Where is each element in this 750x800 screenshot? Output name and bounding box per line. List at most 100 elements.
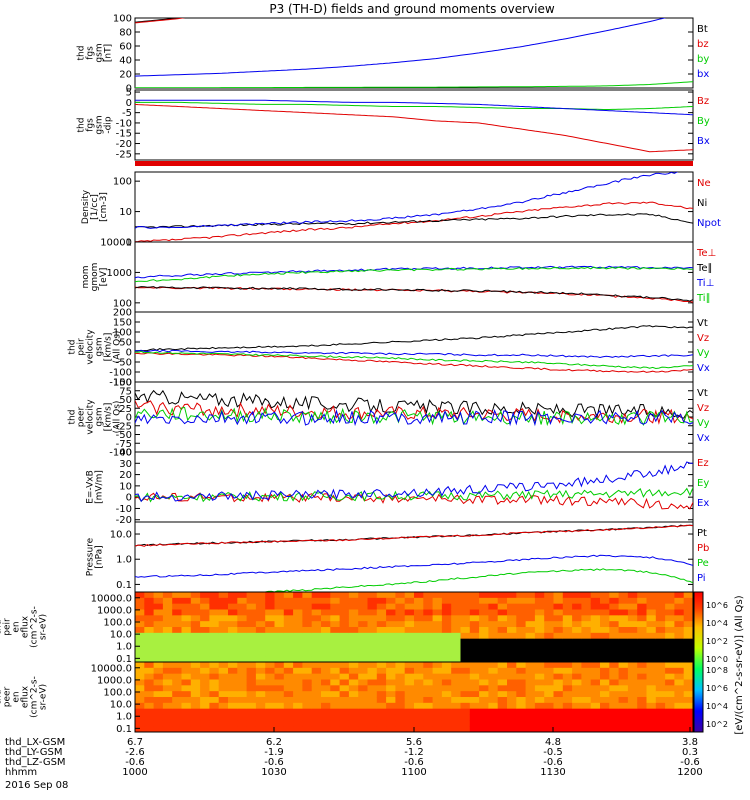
heatmap-cell	[228, 702, 238, 710]
heatmap-cell	[386, 697, 396, 704]
heatmap-cell	[674, 644, 685, 651]
heatmap-cell	[358, 644, 368, 651]
heatmap-cell	[144, 662, 155, 669]
heatmap-cell	[414, 597, 424, 605]
heatmap-cell	[646, 685, 657, 692]
heatmap-cell	[572, 621, 582, 628]
heatmap-cell	[348, 632, 359, 640]
heatmap-cell	[144, 609, 155, 616]
colorbar-tick: 10^4	[706, 619, 728, 628]
heatmap-cell	[618, 627, 629, 634]
heatmap-cell	[590, 597, 601, 605]
heatmap-cell	[674, 662, 685, 669]
heatmap-cell	[293, 679, 303, 686]
heatmap-cell	[348, 656, 359, 663]
heatmap-cell	[600, 597, 610, 605]
heatmap-cell	[414, 592, 424, 599]
heatmap-cell	[609, 656, 620, 663]
heatmap-cell	[302, 603, 313, 610]
heatmap-cell	[135, 708, 145, 715]
heatmap-cell	[562, 632, 573, 640]
heatmap-cell	[283, 685, 294, 692]
heatmap-cell	[386, 627, 396, 634]
x-row-value: 1130	[540, 767, 565, 778]
heatmap-cell	[665, 673, 675, 680]
heatmap-cell	[302, 708, 313, 715]
heatmap-cell	[525, 638, 536, 645]
heatmap-cell	[218, 592, 229, 599]
heatmap-cell	[395, 603, 406, 610]
heatmap-cell	[553, 726, 564, 733]
x-row-name: thd_LZ-GSM	[5, 757, 66, 768]
heatmap-cell	[153, 685, 164, 692]
heatmap-cell	[544, 609, 554, 616]
heatmap-cell	[190, 685, 201, 692]
heatmap-cell	[190, 662, 201, 669]
colorbar-tick: 10^0	[706, 655, 728, 664]
heatmap-cell	[274, 650, 285, 657]
heatmap-cell	[265, 726, 275, 733]
y-tick-label: 0.1	[116, 580, 132, 591]
heatmap-cell	[525, 609, 536, 616]
heatmap-cell	[162, 597, 173, 605]
series-line-By	[135, 101, 693, 110]
heatmap-cell	[237, 597, 248, 605]
heatmap-cell	[386, 656, 396, 663]
heatmap-cell	[376, 679, 387, 686]
heatmap-cell	[665, 714, 675, 721]
heatmap-cell	[274, 592, 285, 599]
heatmap-cell	[330, 638, 341, 645]
heatmap-cell	[534, 708, 545, 715]
heatmap-cell	[609, 662, 620, 669]
heatmap-cell	[609, 644, 620, 651]
heatmap-cell	[321, 638, 331, 645]
heatmap-cell	[479, 720, 489, 727]
series-line-Npot	[135, 172, 684, 229]
heatmap-cell	[534, 673, 545, 680]
heatmap-cell	[386, 650, 396, 657]
heatmap-cell	[516, 685, 527, 692]
heatmap-cell	[423, 621, 434, 628]
heatmap-cell	[562, 615, 573, 622]
y-tick-label: -100	[109, 368, 132, 379]
heatmap-cell	[414, 644, 424, 651]
heatmap-cell	[534, 691, 545, 698]
heatmap-cell	[581, 597, 592, 605]
heatmap-cell	[190, 679, 201, 686]
y-tick-label: -10	[116, 118, 132, 129]
heatmap-cell	[534, 621, 545, 628]
heatmap-cell	[218, 650, 229, 657]
heatmap-cell	[386, 702, 396, 710]
heatmap-cell	[218, 632, 229, 640]
heatmap-cell	[135, 673, 145, 680]
heatmap-cell	[562, 673, 573, 680]
heatmap-cell	[469, 615, 480, 622]
heatmap-cell	[348, 615, 359, 622]
heatmap-cell	[228, 627, 238, 634]
heatmap-cell	[237, 615, 248, 622]
heatmap-cell	[553, 679, 564, 686]
heatmap-cell	[153, 597, 164, 605]
heatmap-cell	[525, 667, 536, 675]
heatmap-cell	[190, 720, 201, 727]
heatmap-cell	[572, 720, 582, 727]
heatmap-cell	[665, 720, 675, 727]
heatmap-cell	[432, 621, 443, 628]
heatmap-cell	[553, 592, 564, 599]
heatmap-cell	[618, 621, 629, 628]
heatmap-cell	[302, 650, 313, 657]
heatmap-cell	[228, 691, 238, 698]
heatmap-cell	[646, 714, 657, 721]
y-axis-label: thdfgsgsm-dip	[77, 115, 114, 134]
heatmap-cell	[218, 662, 229, 669]
heatmap-cell	[553, 644, 564, 651]
spectrogram-panels: 10000.01000.0100.010.01.00.1thdpeirenefl…	[0, 591, 694, 735]
heatmap-cell	[376, 673, 387, 680]
heatmap-cell	[460, 679, 471, 686]
series-line-Ti⊥	[135, 265, 693, 279]
heatmap-cell	[228, 615, 238, 622]
heatmap-cell	[218, 697, 229, 704]
heatmap-cell	[646, 615, 657, 622]
heatmap-cell	[237, 632, 248, 640]
